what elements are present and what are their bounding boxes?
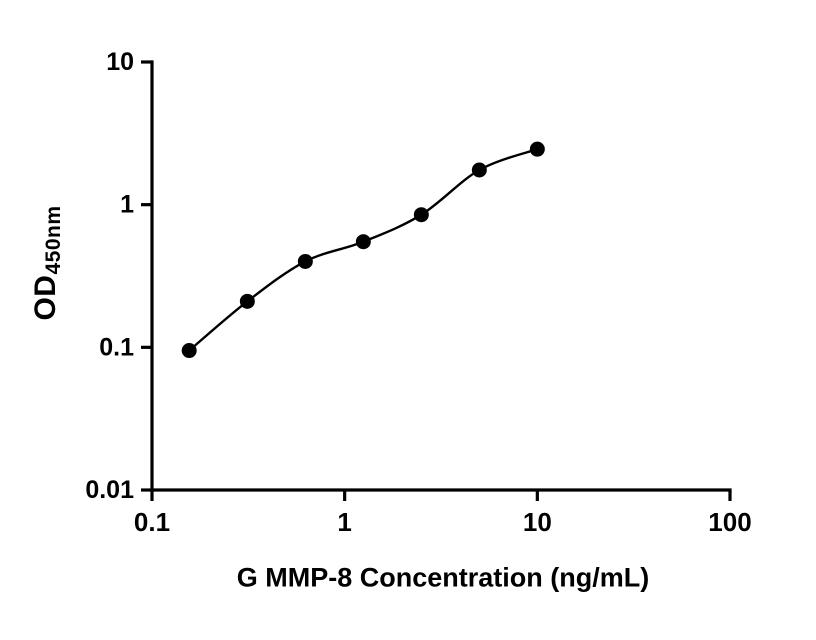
data-point (239, 293, 255, 309)
y-tick-label: 10 (106, 48, 134, 76)
y-tick-label: 0.01 (85, 476, 134, 504)
y-axis-label-subscript: 450nm (42, 205, 65, 275)
x-axis-label: G MMP-8 Concentration (ng/mL) (236, 562, 650, 593)
x-tick-label: 1 (337, 507, 351, 537)
y-tick-label: 0.1 (99, 333, 134, 361)
data-point (413, 207, 429, 223)
y-tick-label: 1 (120, 191, 134, 219)
data-point (471, 162, 487, 178)
y-axis-label: OD450nm (29, 205, 65, 321)
data-point (529, 141, 545, 157)
data-point (355, 234, 371, 250)
y-axis-label-main: OD (29, 274, 62, 321)
data-point (181, 343, 197, 359)
data-point (297, 253, 313, 269)
x-tick-label: 10 (523, 507, 552, 537)
fit-curve (188, 147, 538, 352)
x-tick-label: 0.1 (134, 507, 170, 537)
x-tick-label: 100 (708, 507, 751, 537)
